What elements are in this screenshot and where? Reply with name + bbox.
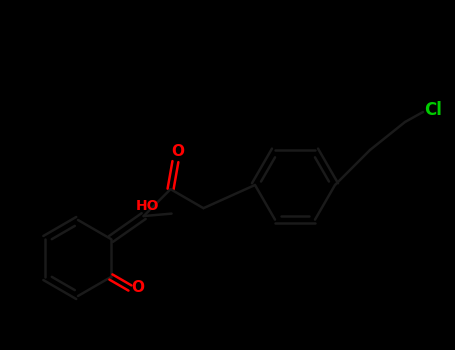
Text: O: O (131, 280, 144, 295)
Text: HO: HO (136, 198, 160, 212)
Text: O: O (171, 144, 184, 159)
Text: Cl: Cl (424, 101, 442, 119)
